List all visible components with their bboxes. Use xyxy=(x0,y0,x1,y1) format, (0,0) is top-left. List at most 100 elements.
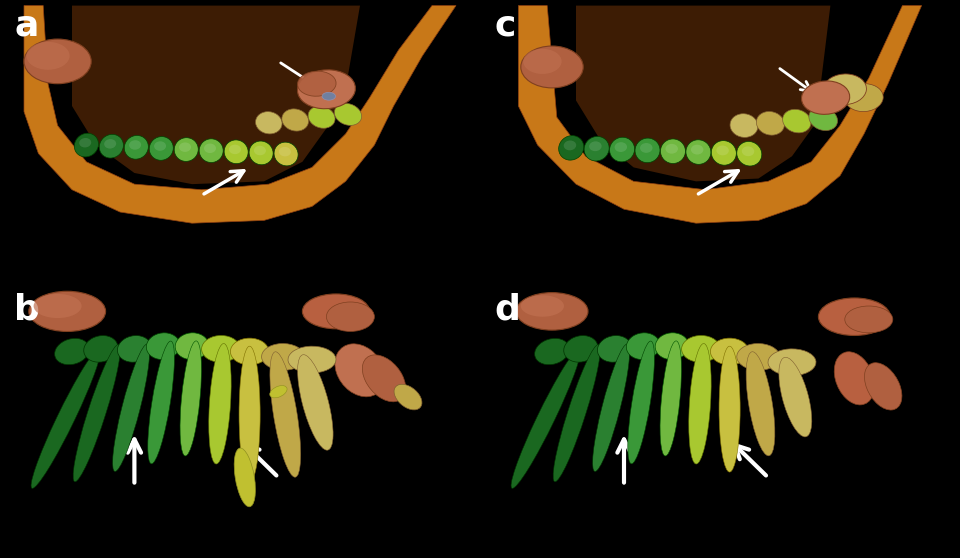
Ellipse shape xyxy=(288,346,336,373)
Polygon shape xyxy=(518,6,922,223)
Ellipse shape xyxy=(73,344,120,482)
Ellipse shape xyxy=(834,352,875,405)
Ellipse shape xyxy=(768,349,816,376)
Ellipse shape xyxy=(660,139,685,163)
Ellipse shape xyxy=(635,138,660,162)
Ellipse shape xyxy=(302,294,370,329)
Ellipse shape xyxy=(124,136,149,159)
Ellipse shape xyxy=(688,344,711,464)
Ellipse shape xyxy=(308,106,335,128)
Polygon shape xyxy=(24,6,456,223)
Ellipse shape xyxy=(204,143,216,153)
Ellipse shape xyxy=(823,74,867,104)
Ellipse shape xyxy=(782,109,811,133)
Ellipse shape xyxy=(79,138,91,147)
Ellipse shape xyxy=(736,344,780,371)
Ellipse shape xyxy=(559,136,584,160)
Ellipse shape xyxy=(148,341,175,464)
Ellipse shape xyxy=(298,70,355,109)
Ellipse shape xyxy=(719,346,740,472)
Ellipse shape xyxy=(746,352,775,456)
Ellipse shape xyxy=(845,84,883,112)
Ellipse shape xyxy=(628,341,655,464)
Ellipse shape xyxy=(74,133,99,157)
Ellipse shape xyxy=(553,344,600,482)
Polygon shape xyxy=(576,6,830,181)
Ellipse shape xyxy=(270,386,287,398)
Ellipse shape xyxy=(756,112,784,135)
Ellipse shape xyxy=(253,146,266,155)
Ellipse shape xyxy=(691,145,704,155)
Ellipse shape xyxy=(99,134,124,158)
Ellipse shape xyxy=(711,141,736,165)
Ellipse shape xyxy=(665,144,678,153)
Ellipse shape xyxy=(584,137,610,161)
Ellipse shape xyxy=(298,71,336,96)
Ellipse shape xyxy=(154,141,166,151)
Ellipse shape xyxy=(149,137,174,160)
Ellipse shape xyxy=(564,335,598,362)
Ellipse shape xyxy=(180,341,202,456)
Ellipse shape xyxy=(818,298,891,335)
Ellipse shape xyxy=(249,141,274,165)
Ellipse shape xyxy=(274,142,299,166)
Ellipse shape xyxy=(535,338,569,365)
Ellipse shape xyxy=(802,81,850,114)
Ellipse shape xyxy=(202,335,240,362)
Ellipse shape xyxy=(228,145,241,154)
Ellipse shape xyxy=(26,42,69,70)
Ellipse shape xyxy=(208,344,231,464)
Ellipse shape xyxy=(234,448,255,507)
Ellipse shape xyxy=(84,335,118,362)
Ellipse shape xyxy=(112,344,150,472)
Ellipse shape xyxy=(334,103,362,126)
Ellipse shape xyxy=(175,333,209,359)
Ellipse shape xyxy=(520,295,564,317)
Ellipse shape xyxy=(564,141,576,150)
Ellipse shape xyxy=(282,109,308,131)
Ellipse shape xyxy=(255,112,282,134)
Ellipse shape xyxy=(29,291,106,331)
Ellipse shape xyxy=(146,333,180,359)
Ellipse shape xyxy=(730,114,758,137)
Ellipse shape xyxy=(655,333,689,359)
Ellipse shape xyxy=(322,92,336,100)
Ellipse shape xyxy=(864,363,902,410)
Ellipse shape xyxy=(117,335,152,362)
Ellipse shape xyxy=(200,139,223,162)
Ellipse shape xyxy=(660,341,682,456)
Polygon shape xyxy=(72,6,360,184)
Ellipse shape xyxy=(362,355,406,402)
Ellipse shape xyxy=(270,352,300,477)
Ellipse shape xyxy=(592,344,630,472)
Text: b: b xyxy=(14,292,40,326)
Ellipse shape xyxy=(589,141,602,151)
Ellipse shape xyxy=(736,142,762,166)
Text: c: c xyxy=(494,8,516,42)
Ellipse shape xyxy=(520,46,584,88)
Ellipse shape xyxy=(523,49,562,74)
Ellipse shape xyxy=(129,140,141,150)
Ellipse shape xyxy=(174,138,199,161)
Ellipse shape xyxy=(779,357,812,437)
Ellipse shape xyxy=(742,146,755,156)
Ellipse shape xyxy=(24,39,91,84)
Ellipse shape xyxy=(640,143,653,153)
Ellipse shape xyxy=(104,139,116,148)
Ellipse shape xyxy=(685,140,711,164)
Ellipse shape xyxy=(278,147,291,156)
Ellipse shape xyxy=(597,335,632,362)
Ellipse shape xyxy=(710,338,749,365)
Ellipse shape xyxy=(179,142,191,152)
Ellipse shape xyxy=(34,294,82,318)
Ellipse shape xyxy=(298,355,333,450)
Ellipse shape xyxy=(230,338,269,365)
Ellipse shape xyxy=(626,333,660,359)
Ellipse shape xyxy=(511,349,581,488)
Ellipse shape xyxy=(614,142,627,152)
Ellipse shape xyxy=(31,349,101,488)
Ellipse shape xyxy=(516,292,588,330)
Ellipse shape xyxy=(261,344,305,371)
Ellipse shape xyxy=(845,306,893,333)
Ellipse shape xyxy=(682,335,720,362)
